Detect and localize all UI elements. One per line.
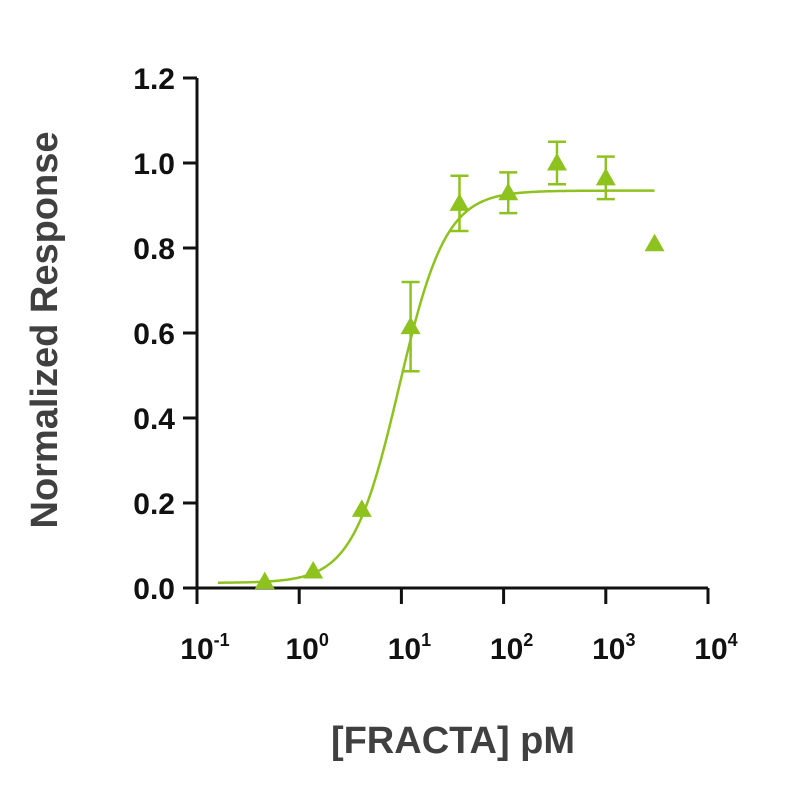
y-tick-label: 0.6 [133, 318, 175, 351]
y-tick-label: 1.0 [133, 148, 175, 181]
data-point-marker [644, 233, 665, 252]
data-point-marker [400, 316, 421, 335]
fit-curve-layer [217, 189, 655, 584]
x-tick-label: 104 [694, 630, 737, 666]
data-point-marker [449, 193, 470, 211]
x-tick-label: 100 [286, 630, 329, 666]
x-tick-label: 10-1 [180, 630, 229, 666]
y-tick-label: 1.2 [133, 63, 175, 96]
data-point-marker [254, 571, 275, 590]
data-point-marker [595, 167, 616, 186]
x-tick-label: 103 [592, 630, 635, 666]
y-tick-label: 0.4 [133, 403, 175, 436]
data-points [254, 140, 665, 590]
y-tick-label: 0.8 [133, 233, 175, 266]
y-axis-label: Normalized Response [24, 132, 66, 529]
y-tick-label: 0.0 [133, 573, 175, 606]
axes [183, 76, 710, 604]
x-tick-label: 101 [388, 630, 431, 666]
y-tick-label: 0.2 [133, 488, 175, 521]
fit-curve [217, 189, 655, 584]
tick-labels: 0.0 0.2 0.4 0.6 0.8 1.0 1.2 10-1 100 101 102 103 104 [133, 63, 737, 666]
data-point-marker [303, 561, 324, 579]
x-axis-label: [FRACTA] pM [331, 720, 575, 762]
x-tick-label: 102 [490, 630, 533, 666]
data-point-marker [546, 153, 567, 171]
data-point-marker [498, 182, 519, 201]
data-point-marker [351, 499, 372, 517]
